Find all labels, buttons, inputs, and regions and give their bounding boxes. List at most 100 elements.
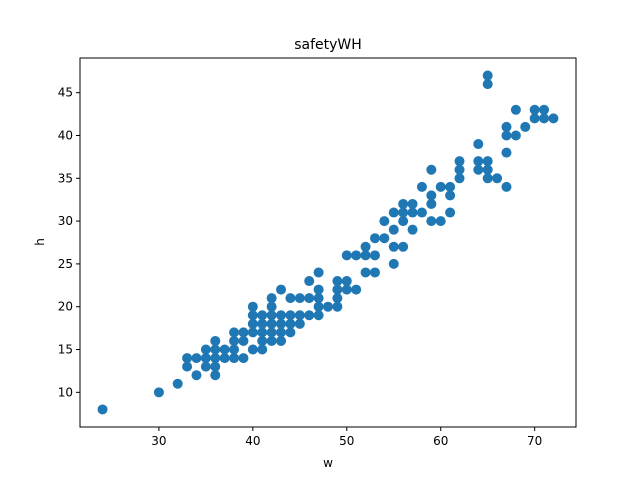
x-tick-label: 40 (245, 434, 260, 448)
data-point (426, 216, 437, 227)
data-point (172, 378, 183, 389)
data-point (520, 121, 531, 132)
data-point (445, 190, 456, 201)
data-point (266, 327, 277, 338)
data-point (482, 164, 493, 175)
data-point (398, 198, 409, 209)
data-point (501, 130, 512, 141)
data-point (539, 113, 550, 124)
chart-title: safetyWH (294, 37, 362, 53)
y-tick-label: 30 (58, 214, 73, 228)
data-point (238, 327, 249, 338)
data-point (332, 284, 343, 295)
y-axis-label: h (33, 238, 47, 246)
data-point (97, 404, 108, 415)
data-point (247, 344, 258, 355)
data-point (482, 70, 493, 81)
data-point (200, 353, 211, 364)
data-point (473, 156, 484, 167)
data-point (191, 353, 202, 364)
data-point (313, 284, 324, 295)
data-point (482, 156, 493, 167)
data-point (285, 327, 296, 338)
x-tick-label: 70 (527, 434, 542, 448)
data-point (435, 181, 446, 192)
y-tick-label: 25 (58, 257, 73, 271)
data-point (492, 173, 503, 184)
data-point (435, 216, 446, 227)
data-point (539, 104, 550, 115)
data-point (229, 327, 240, 338)
data-point (407, 207, 418, 218)
x-tick-label: 60 (433, 434, 448, 448)
y-axis: 10 15 20 25 30 35 40 45 (58, 86, 80, 399)
data-point (219, 353, 230, 364)
data-point (219, 344, 230, 355)
data-point (285, 310, 296, 321)
data-point (200, 361, 211, 372)
data-point (501, 147, 512, 158)
data-point (379, 233, 390, 244)
plot-frame (79, 57, 577, 428)
data-point (304, 276, 315, 287)
data-point (304, 293, 315, 304)
data-point (229, 344, 240, 355)
data-point (360, 250, 371, 261)
data-point (473, 139, 484, 150)
data-point (313, 301, 324, 312)
data-point (501, 121, 512, 132)
data-point (276, 335, 287, 346)
y-tick-label: 20 (58, 300, 73, 314)
data-point (210, 344, 221, 355)
data-point (407, 198, 418, 209)
data-point (341, 276, 352, 287)
data-point (388, 207, 399, 218)
data-point (276, 318, 287, 329)
data-point (313, 293, 324, 304)
y-tick-label: 10 (58, 385, 73, 399)
data-point (200, 344, 211, 355)
data-point (473, 164, 484, 175)
data-point (501, 181, 512, 192)
data-point (416, 207, 427, 218)
data-point (426, 198, 437, 209)
data-point (304, 310, 315, 321)
data-point (369, 250, 380, 261)
data-point (210, 353, 221, 364)
data-point (351, 250, 362, 261)
data-point (398, 207, 409, 218)
data-point (229, 335, 240, 346)
data-point (294, 310, 305, 321)
y-tick-label: 35 (58, 171, 73, 185)
data-point (266, 301, 277, 312)
data-point (454, 156, 465, 167)
y-tick-label: 15 (58, 343, 73, 357)
x-tick-label: 50 (339, 434, 354, 448)
data-point (276, 327, 287, 338)
data-point (247, 318, 258, 329)
data-point (247, 310, 258, 321)
data-point (229, 353, 240, 364)
data-point (210, 370, 221, 381)
data-point (388, 241, 399, 252)
data-point (388, 224, 399, 235)
x-axis: 30 40 50 60 70 (151, 427, 542, 448)
data-point (191, 370, 202, 381)
data-point (426, 190, 437, 201)
data-point (369, 267, 380, 278)
data-point (426, 164, 437, 175)
data-point (210, 335, 221, 346)
data-point (548, 113, 559, 124)
data-point (313, 310, 324, 321)
data-point (360, 267, 371, 278)
data-point (182, 353, 193, 364)
data-point (529, 104, 540, 115)
data-point (257, 318, 268, 329)
data-point (313, 267, 324, 278)
data-point (210, 361, 221, 372)
data-point (369, 233, 380, 244)
data-point (407, 224, 418, 235)
data-point (416, 181, 427, 192)
data-point (257, 335, 268, 346)
